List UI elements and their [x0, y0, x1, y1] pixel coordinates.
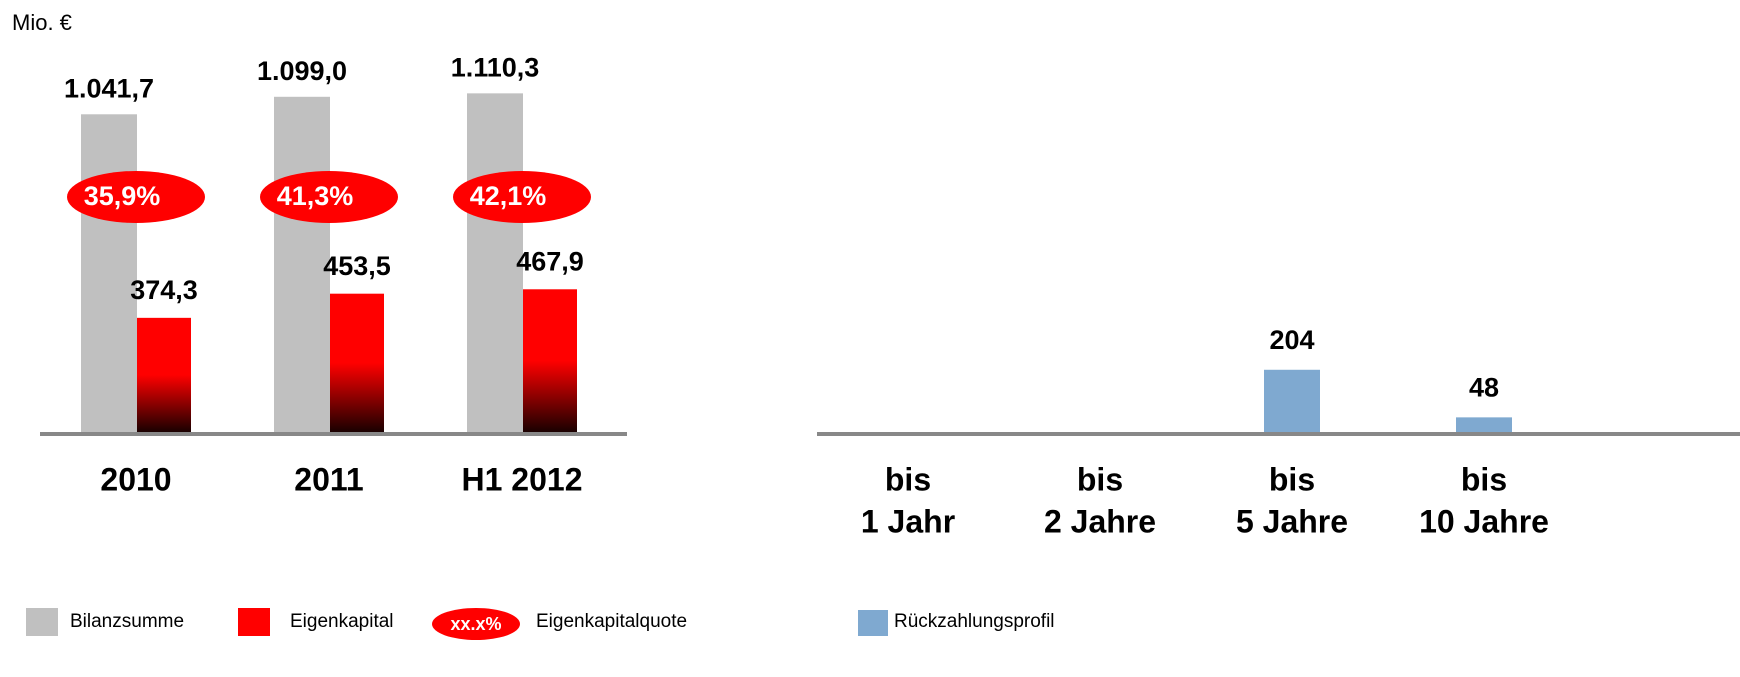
value-label: 1.110,3 — [451, 52, 540, 82]
legend-label: Eigenkapitalquote — [536, 611, 687, 632]
value-label: 374,3 — [130, 275, 198, 305]
value-label: 467,9 — [516, 246, 584, 276]
ratio-ellipse — [453, 171, 591, 223]
bar — [274, 96, 330, 433]
x-tick-label: H1 2012 — [462, 461, 583, 497]
unit-label: Mio. € — [12, 10, 72, 35]
bar — [1456, 417, 1512, 432]
bar — [81, 114, 137, 433]
x-tick-label: 5 Jahre — [1236, 503, 1348, 539]
x-tick-label: bis — [1269, 461, 1315, 497]
bar — [137, 317, 191, 432]
legend-label: Rückzahlungsprofil — [894, 611, 1055, 632]
ratio-ellipse — [67, 171, 205, 223]
legend-swatch — [238, 608, 270, 636]
x-tick-label: 2010 — [100, 461, 171, 497]
x-tick-label: 10 Jahre — [1419, 503, 1549, 539]
x-tick-label: 2 Jahre — [1044, 503, 1156, 539]
value-label: 453,5 — [323, 251, 391, 281]
legend-swatch — [26, 608, 58, 636]
bar — [467, 93, 523, 433]
x-tick-label: bis — [1461, 461, 1507, 497]
x-tick-label: 2011 — [294, 461, 363, 497]
bar — [330, 293, 384, 432]
bar — [1264, 369, 1320, 432]
ratio-label: 41,3% — [277, 181, 354, 211]
value-label: 48 — [1469, 372, 1499, 402]
legend-label: Eigenkapital — [290, 611, 394, 632]
x-tick-label: bis — [885, 461, 931, 497]
legend-ellipse — [432, 608, 520, 640]
bar — [523, 289, 577, 432]
value-label: 1.099,0 — [257, 56, 347, 86]
legend-swatch — [858, 610, 888, 636]
x-tick-label: 1 Jahr — [861, 503, 955, 539]
ratio-label: 35,9% — [84, 181, 161, 211]
ratio-ellipse — [260, 171, 398, 223]
ratio-label: 42,1% — [470, 181, 547, 211]
x-tick-label: bis — [1077, 461, 1123, 497]
value-label: 1.041,7 — [64, 73, 154, 103]
legend-label: Bilanzsumme — [70, 611, 184, 632]
value-label: 204 — [1269, 325, 1314, 355]
legend-symbol: xx.x% — [450, 614, 501, 634]
